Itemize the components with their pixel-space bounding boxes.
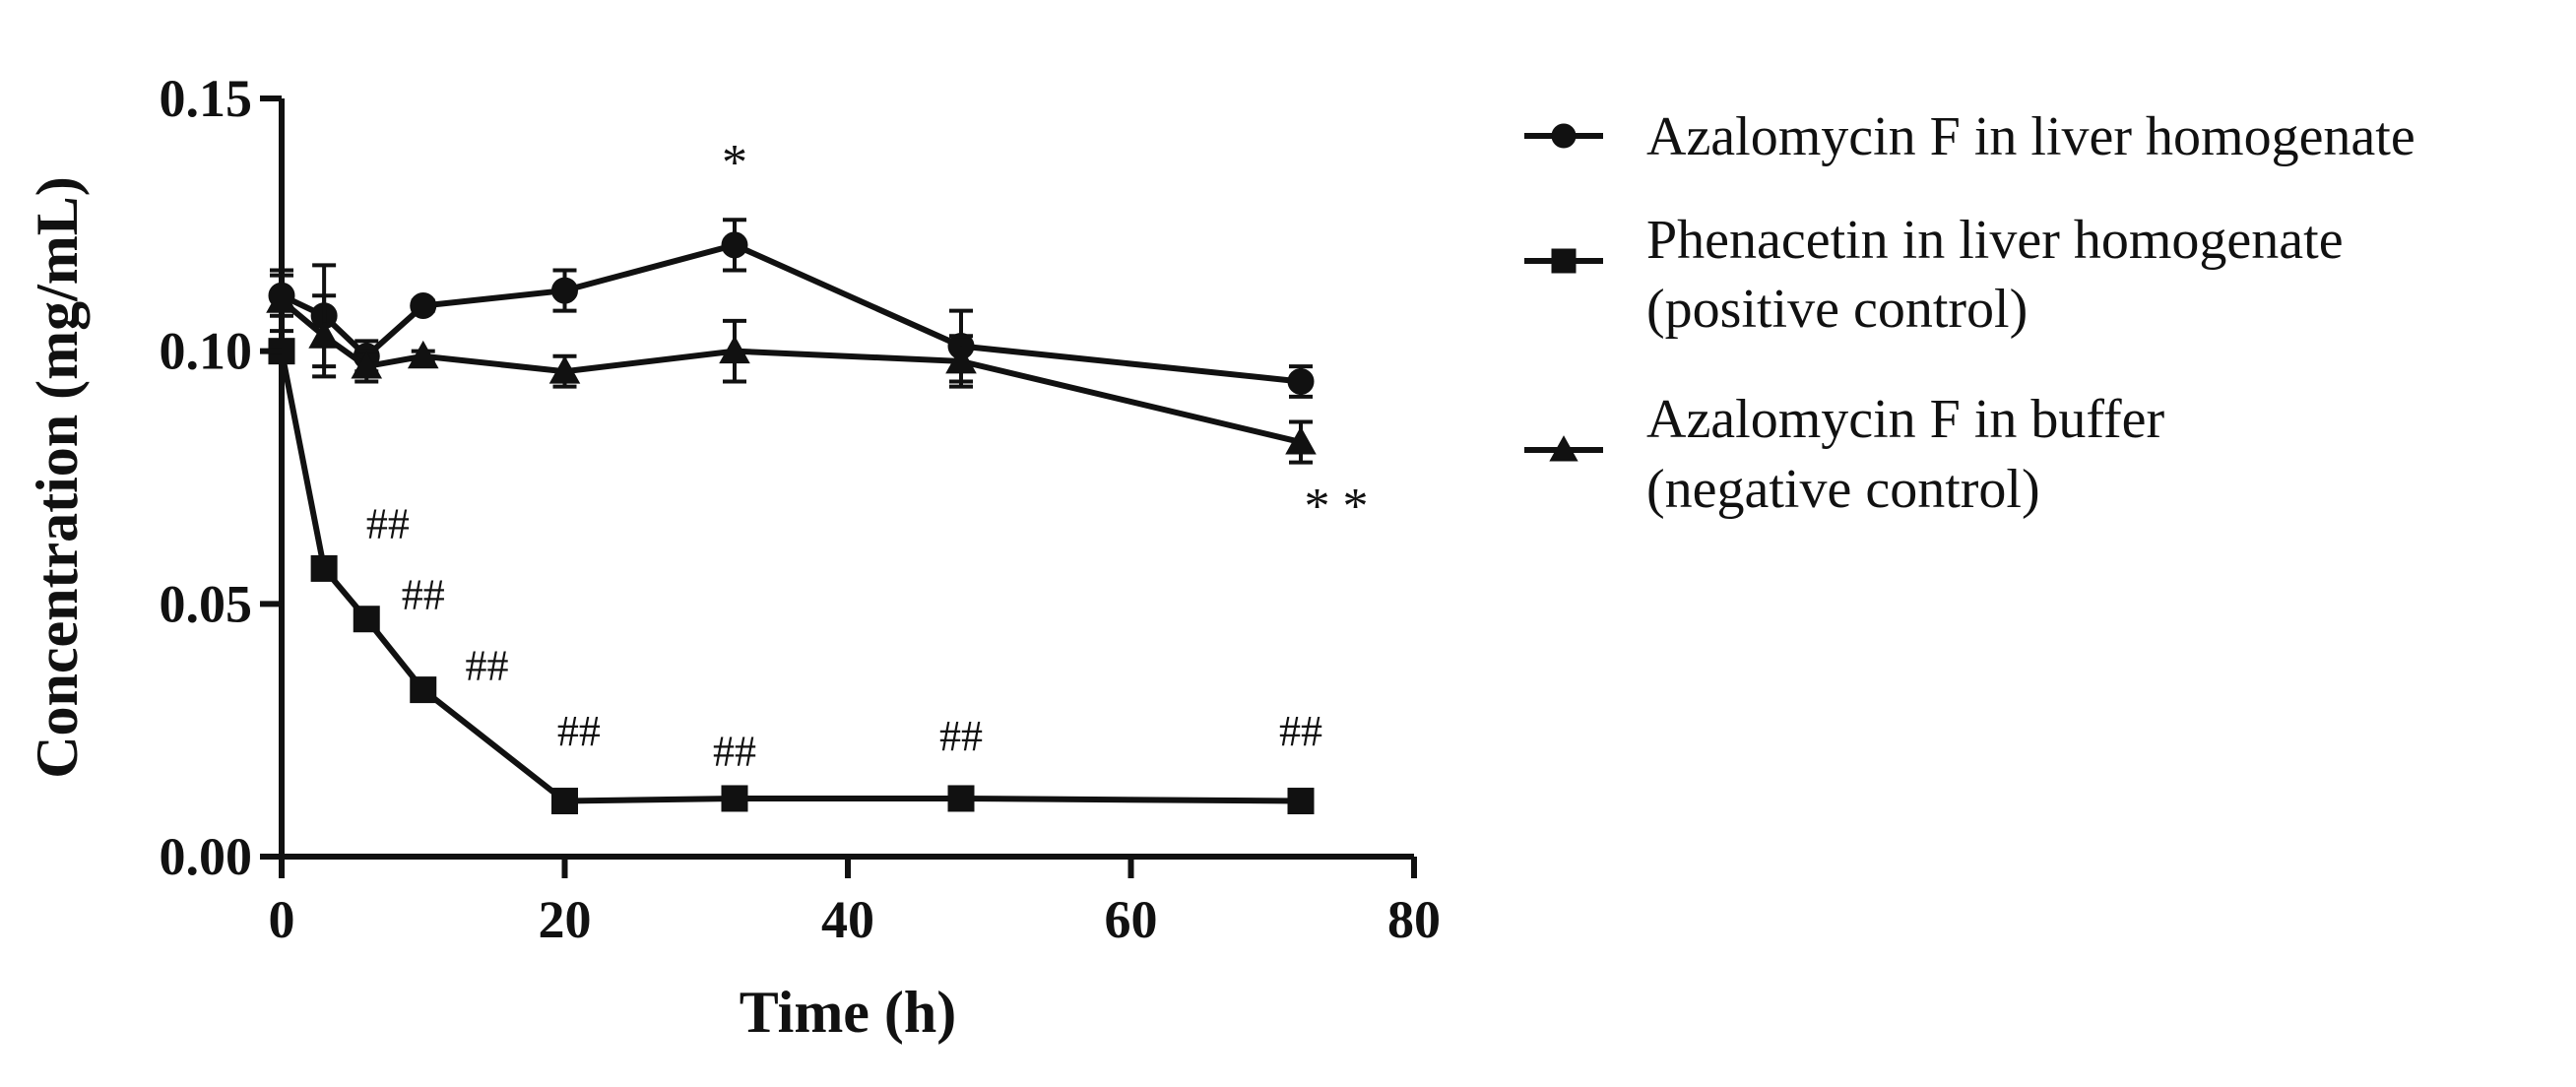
data-point-square	[410, 676, 437, 704]
data-point-triangle	[1285, 426, 1317, 455]
data-point-square	[947, 785, 975, 812]
legend-label: Phenacetin in liver homogenate	[1646, 210, 2344, 271]
series-line-triangle	[280, 298, 1302, 445]
y-tick-label: 0.05	[160, 574, 253, 633]
data-point-triangle	[308, 320, 340, 349]
data-point-circle	[551, 277, 578, 304]
legend-item-square: Phenacetin in liver homogenate (positive …	[1524, 210, 2344, 340]
x-tick-label: 0	[269, 890, 295, 949]
legend-marker-circle	[1551, 123, 1577, 149]
data-point-square	[551, 788, 578, 815]
series-circle	[268, 218, 1315, 399]
significance-annotation: ##	[402, 570, 445, 618]
legend-item-circle: Azalomycin F in liver homogenate	[1524, 106, 2415, 167]
x-tick-label: 40	[821, 890, 874, 949]
y-axis-title: Concentration (mg/mL)	[25, 176, 90, 779]
significance-annotation: ##	[557, 707, 601, 755]
axes: Time (h) Concentration (mg/mL) 0.00 0.05 0…	[25, 69, 1441, 1045]
legend-label: Azalomycin F in liver homogenate	[1646, 106, 2415, 167]
data-point-triangle	[351, 351, 383, 379]
significance-annotation: ##	[713, 728, 756, 776]
x-axis-title: Time (h)	[740, 980, 957, 1045]
data-point-circle	[721, 231, 748, 259]
data-point-circle	[410, 291, 437, 319]
legend: Azalomycin F in liver homogenate Phenacet…	[1524, 106, 2415, 520]
x-tick-label: 80	[1387, 890, 1441, 949]
data-point-triangle	[945, 345, 977, 374]
data-point-triangle	[407, 340, 439, 369]
data-point-square	[721, 785, 748, 812]
legend-label: (negative control)	[1646, 459, 2040, 520]
data-point-circle	[1287, 367, 1315, 395]
significance-annotation: *	[722, 135, 747, 191]
legend-label: Azalomycin F in buffer	[1646, 389, 2165, 450]
x-tick-label: 60	[1105, 890, 1158, 949]
legend-label: (positive control)	[1646, 279, 2028, 340]
series-triangle	[266, 268, 1317, 465]
data-point-triangle	[719, 335, 750, 364]
significance-annotation: * *	[1304, 479, 1368, 535]
plot-area: * * * ## ## ## ## ## ## ##	[266, 135, 1368, 815]
significance-annotation: ##	[1279, 707, 1322, 755]
data-point-square	[310, 554, 338, 582]
x-tick-label: 20	[539, 890, 592, 949]
legend-marker-square	[1551, 248, 1577, 274]
legend-marker-triangle	[1549, 435, 1578, 462]
legend-item-triangle: Azalomycin F in buffer (negative control)	[1524, 389, 2165, 520]
y-tick-label: 0.15	[160, 69, 253, 128]
data-point-square	[1287, 788, 1315, 815]
y-tick-label: 0.00	[160, 827, 253, 886]
significance-annotation: ##	[366, 500, 410, 548]
significance-annotation: ##	[465, 641, 508, 689]
data-point-triangle	[548, 355, 581, 384]
y-tick-label: 0.10	[160, 322, 253, 381]
significance-annotation: ##	[939, 712, 983, 760]
data-point-square	[353, 606, 380, 633]
